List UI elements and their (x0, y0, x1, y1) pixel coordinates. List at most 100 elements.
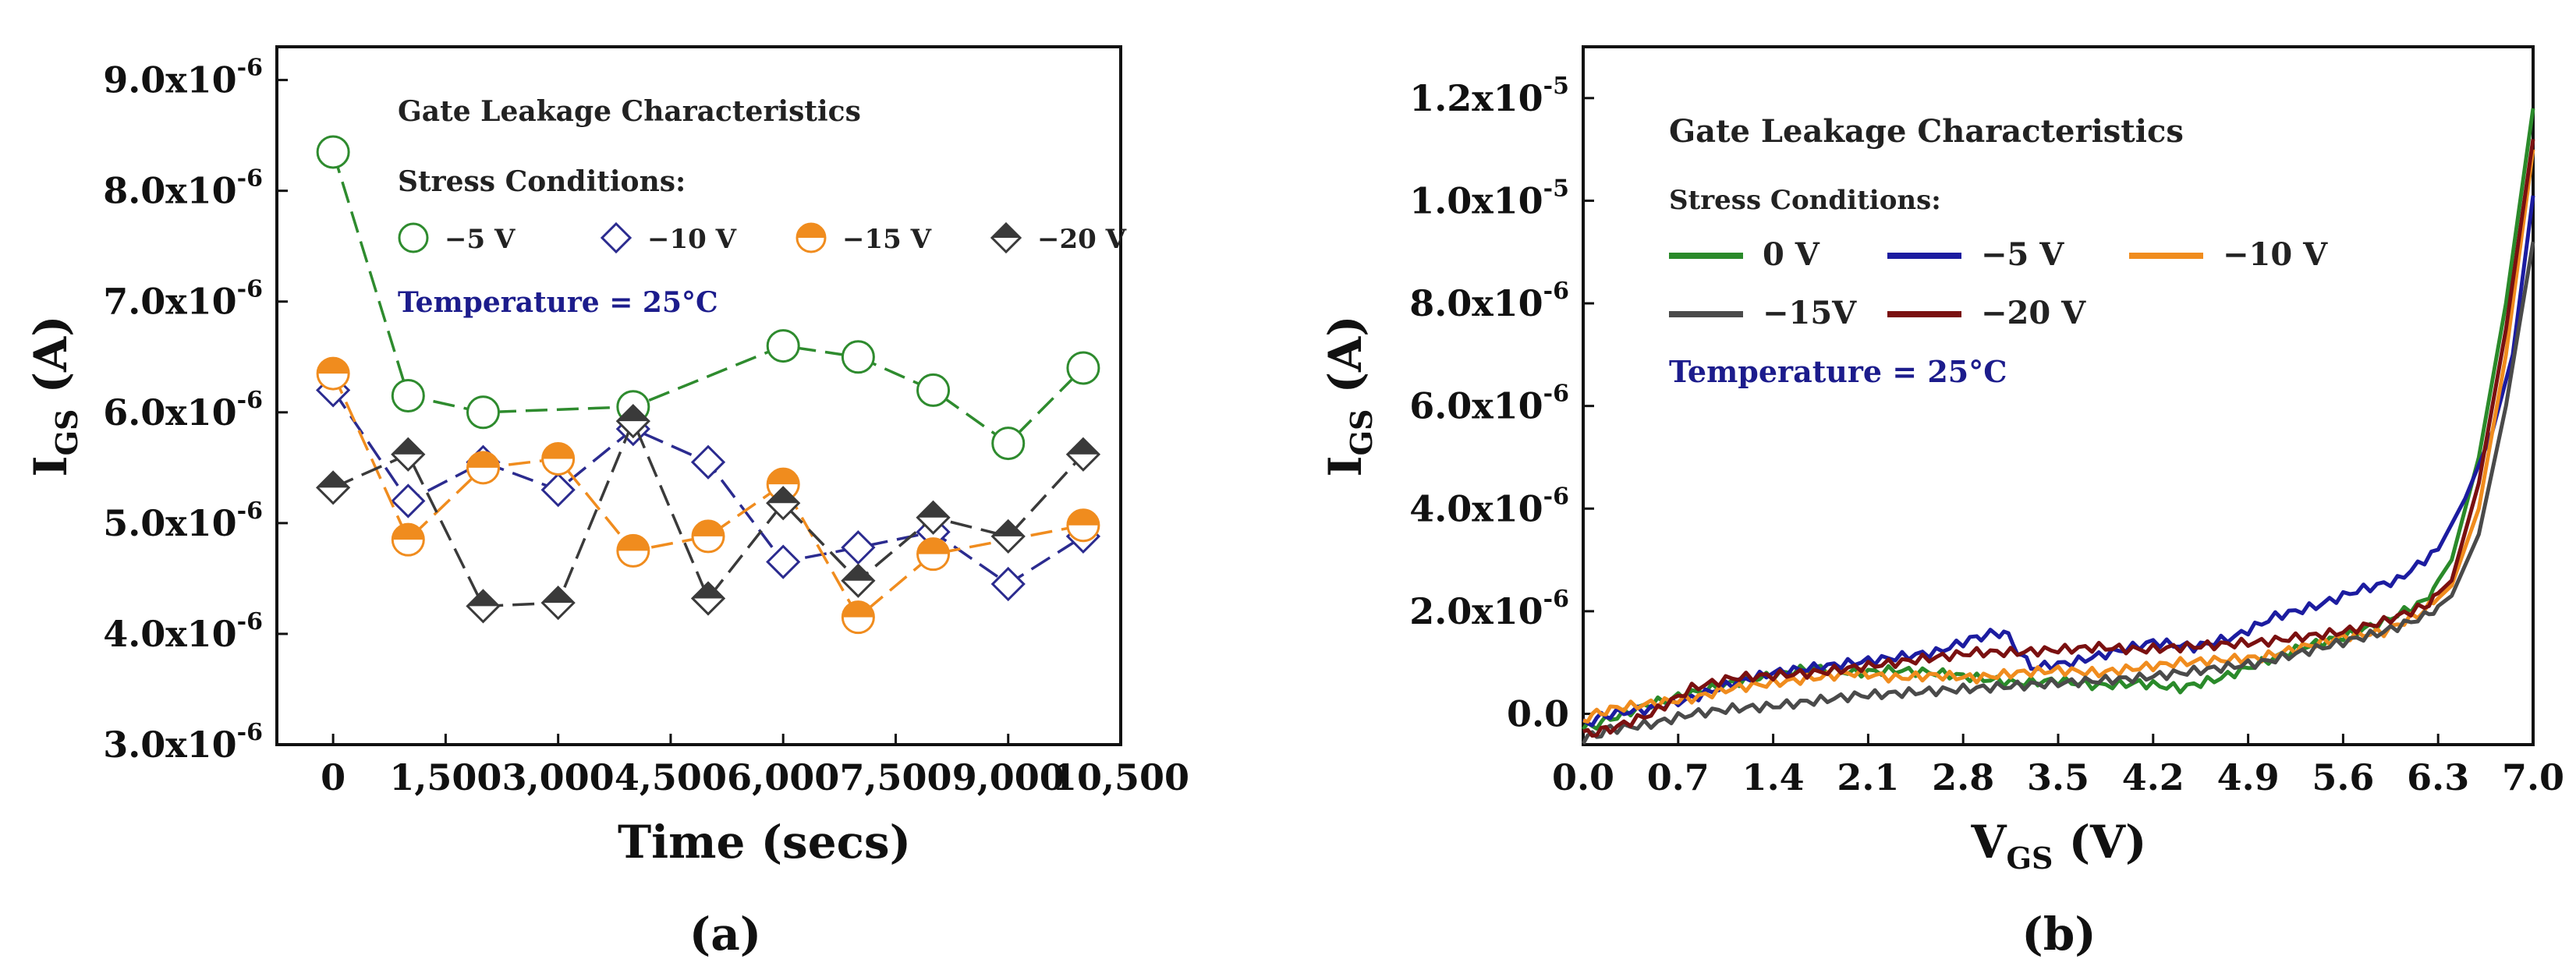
panel-a-x-tick-label: 4,500 (615, 756, 727, 798)
panel-a-point (841, 340, 875, 374)
panel-b-x-tick-label: 2.8 (1932, 756, 1994, 798)
panel-a-point (1066, 351, 1100, 385)
panel-a-x-tick-label: 1,500 (389, 756, 501, 798)
panel-a-point-fill (392, 524, 424, 540)
panel-a-point (766, 329, 800, 363)
panel-b-legend-label: 0 V (1763, 236, 1820, 273)
panel-b-legend-label: −15V (1763, 295, 1857, 331)
panel-b-legend-item: −20 V (1887, 295, 2086, 331)
panel-a-y-tick-label: 8.0x10-6 (103, 165, 263, 212)
panel-a-x-tick-label: 3,000 (502, 756, 615, 798)
panel-b-y-tick-label: 0.0 (1507, 693, 1569, 735)
panel-a-legend-item: −15 V (795, 222, 932, 255)
panel-a-legend-item: −10 V (600, 221, 737, 255)
panel-b-x-tick-label: 7.0 (2502, 756, 2564, 798)
panel-b-caption: (b) (2021, 908, 2096, 961)
panel-a-x-tick-label: 10,500 (1052, 756, 1189, 798)
panel-a-legend-item: −5 V (398, 222, 516, 255)
svg-text:IGS (A): IGS (A) (1319, 315, 1379, 476)
panel-b-y-tick-label: 4.0x10-6 (1409, 483, 1569, 529)
panel-a-x-tick-label: 6,000 (727, 756, 839, 798)
svg-text:IGS (A): IGS (A) (24, 315, 84, 476)
panel-b: 0.0 2.0x10-6 4.0x10-6 6.0x10-6 8.0x10-6 1.0x1… (1319, 45, 2564, 961)
panel-a-point-fill (467, 451, 499, 468)
panel-a-point (841, 530, 876, 565)
panel-a: 3.0x10-6 4.0x10-6 5.0x10-6 6.0x10-6 7.0x10-6… (24, 45, 1189, 961)
panel-a-series-0 (316, 135, 1100, 461)
panel-b-x-tick-label: 0.0 (1552, 756, 1614, 798)
panel-b-x-label-unit: (V) (2053, 816, 2146, 869)
panel-a-point-fill (392, 438, 424, 455)
panel-a-y-tick-label: 4.0x10-6 (103, 608, 263, 655)
panel-a-point-fill (542, 587, 574, 604)
panel-b-y-tick-label: 6.0x10-6 (1409, 381, 1569, 427)
panel-b-temperature: Temperature = 25°C (1669, 354, 2007, 389)
panel-a-legend-label: −10 V (647, 224, 737, 255)
panel-b-legend-item: 0 V (1669, 236, 1820, 273)
panel-a-point (391, 379, 425, 412)
panel-b-x-label-main: V (1971, 816, 2007, 869)
panel-a-point-fill (693, 520, 725, 536)
panel-b-x-tick-label: 1.4 (1742, 756, 1805, 798)
panel-a-point (991, 427, 1026, 461)
panel-a-legend: −5 V −10 V −15 V −20 V (398, 221, 1127, 255)
panel-a-y-label: IGS (A) (24, 315, 84, 476)
panel-a-x-tick-label: 7,500 (839, 756, 951, 798)
panel-b-legend-title: Stress Conditions: (1669, 185, 1941, 216)
panel-b-series-line-2 (1582, 149, 2535, 724)
panel-a-point-fill (917, 538, 949, 554)
panel-a-plot-frame (275, 45, 1122, 746)
panel-a-legend-label: −5 V (445, 224, 516, 255)
panel-b-x-tick-label: 5.6 (2312, 756, 2374, 798)
panel-a-title: Gate Leakage Characteristics (398, 95, 861, 128)
panel-a-y-ticks: 3.0x10-6 4.0x10-6 5.0x10-6 6.0x10-6 7.0x10-6… (103, 55, 288, 766)
panel-a-point-fill (842, 565, 874, 581)
panel-b-x-tick-label: 2.1 (1837, 756, 1899, 798)
panel-a-series-3 (316, 404, 1101, 624)
panel-b-series-line-3 (1581, 241, 2535, 745)
panel-a-point-fill (992, 520, 1024, 536)
panel-a-y-label-main: I (24, 455, 77, 476)
panel-b-plot-frame (1582, 45, 2535, 746)
panel-b-y-label-unit: (A) (1319, 315, 1372, 409)
panel-b-legend-item: −15V (1669, 295, 1857, 331)
panel-a-point (600, 221, 632, 254)
panel-a-series-line (331, 389, 1084, 586)
panel-a-point (990, 566, 1026, 602)
panel-a-y-tick-label: 5.0x10-6 (103, 497, 263, 544)
panel-a-x-tick-label: 9,000 (952, 756, 1065, 798)
panel-a-series-line (331, 373, 1084, 620)
panel-b-y-tick-label: 8.0x10-6 (1409, 278, 1569, 324)
panel-b-legend-label: −5 V (1981, 236, 2064, 273)
panel-b-x-ticks: 0.0 0.7 1.4 2.1 2.8 3.5 4.2 4.9 5.6 6.3 7.0 (1552, 734, 2564, 798)
panel-a-caption: (a) (689, 908, 761, 961)
panel-b-y-label-sub: GS (1344, 409, 1379, 456)
panel-a-point-fill (693, 582, 725, 599)
panel-a-series (316, 135, 1101, 635)
panel-b-title: Gate Leakage Characteristics (1669, 113, 2184, 150)
panel-a-point-fill (917, 501, 949, 518)
panel-a-point-fill (797, 224, 825, 238)
panel-b-x-tick-label: 0.7 (1647, 756, 1710, 798)
panel-a-point (391, 483, 426, 519)
panel-b-y-tick-label: 1.0x10-5 (1409, 175, 1569, 221)
panel-b-legend-item: −5 V (1887, 236, 2064, 273)
panel-a-point (466, 395, 500, 430)
panel-a-point-fill (1067, 438, 1099, 455)
panel-a-x-label: Time (secs) (618, 816, 911, 869)
panel-a-y-tick-label: 9.0x10-6 (103, 55, 263, 101)
panel-a-y-tick-label: 6.0x10-6 (103, 387, 263, 434)
panel-a-point-fill (542, 443, 574, 459)
panel-b-legend-label: −10 V (2223, 236, 2328, 273)
panel-a-point-fill (317, 472, 349, 488)
panel-a-y-label-unit: (A) (24, 315, 77, 409)
panel-a-point-fill (842, 601, 874, 618)
panel-a-y-label-sub: GS (49, 409, 84, 456)
panel-a-point-fill (767, 487, 799, 504)
panel-b-x-label: VGS (V) (1971, 816, 2147, 876)
panel-b-legend: 0 V −5 V −10 V −15V −20 V (1669, 236, 2328, 331)
panel-b-legend-label: −20 V (1981, 295, 2086, 331)
panel-b-x-tick-label: 6.3 (2407, 756, 2469, 798)
